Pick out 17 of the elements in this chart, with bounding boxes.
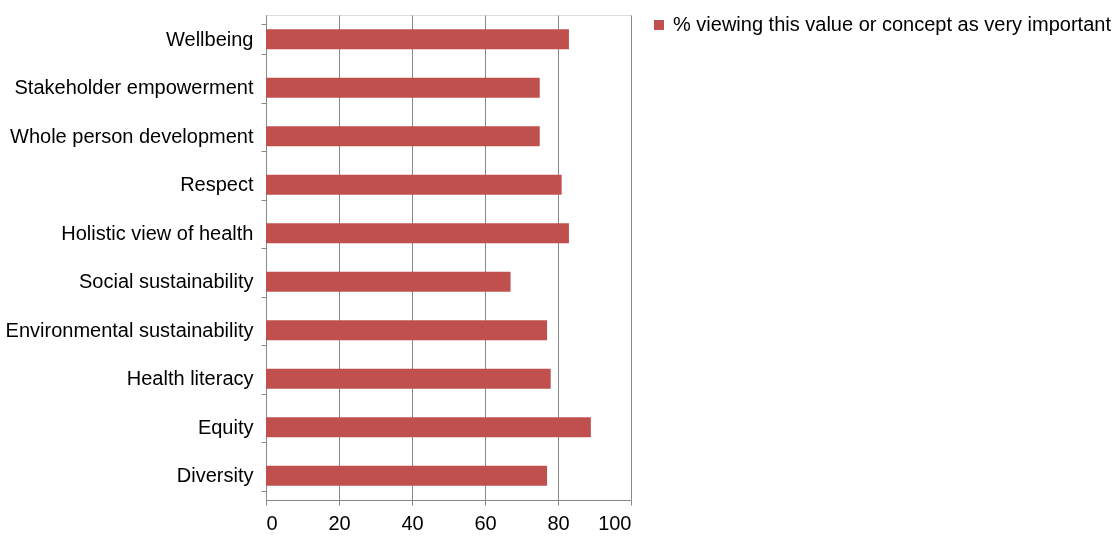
y-tick-label: Social sustainability (78, 270, 254, 293)
x-tick-label: 80 (547, 511, 570, 534)
x-tick-label: 20 (328, 511, 351, 534)
y-tick-label: Equity (197, 415, 254, 438)
y-tick-label: Stakeholder empowerment (14, 76, 254, 99)
y-tick-label: Respect (180, 173, 254, 196)
x-tick-label: 100 (598, 511, 632, 534)
y-tick-label: Wellbeing (166, 27, 254, 50)
y-tick-label: Environmental sustainability (5, 318, 254, 341)
y-tick-label: Health literacy (126, 367, 254, 390)
x-tick-label: 40 (401, 511, 424, 534)
legend-label: % viewing this value or concept as very important (673, 13, 1112, 35)
y-tick-label: Whole person development (10, 124, 254, 147)
x-tick-label: 0 (266, 511, 278, 534)
x-tick-label: 60 (474, 511, 497, 534)
y-tick-label: Diversity (176, 464, 254, 487)
y-tick-label: Holistic view of health (61, 221, 254, 244)
